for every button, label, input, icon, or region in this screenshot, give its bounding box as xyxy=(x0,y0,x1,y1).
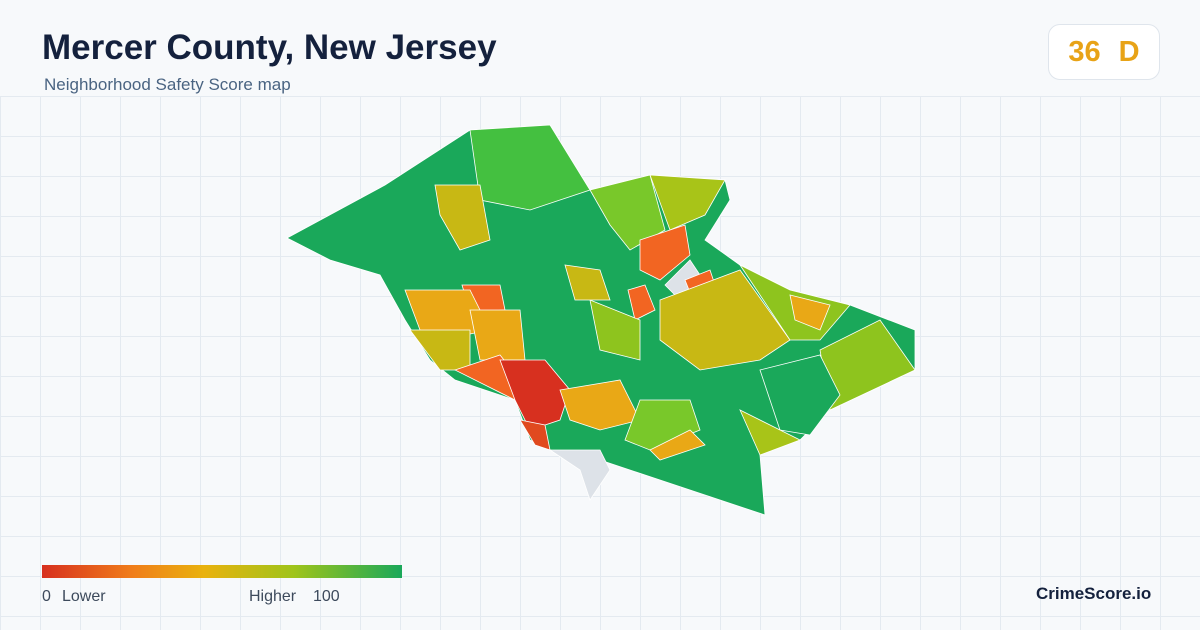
score-badge: 36 D xyxy=(1048,24,1160,80)
header xyxy=(0,0,1200,97)
score-grade: D xyxy=(1118,35,1140,68)
region xyxy=(469,309,526,361)
region xyxy=(639,224,691,281)
region xyxy=(739,409,801,456)
subtitle: Neighborhood Safety Score map xyxy=(44,75,291,94)
region xyxy=(789,294,831,331)
score-value: 36 xyxy=(1068,35,1101,68)
region xyxy=(499,359,571,431)
region xyxy=(409,329,471,371)
region xyxy=(649,429,706,461)
region xyxy=(659,269,791,371)
region xyxy=(564,264,611,301)
legend-min: 0 xyxy=(42,588,51,605)
legend-max: 100 xyxy=(313,588,340,605)
legend-min-label: Lower xyxy=(62,588,106,605)
title: Mercer County, New Jersey xyxy=(42,28,497,67)
region xyxy=(548,449,611,501)
legend-bar xyxy=(42,565,402,578)
region xyxy=(759,354,841,436)
legend-max-label: Higher xyxy=(249,588,297,605)
brand: CrimeScore.io xyxy=(1036,584,1152,603)
region xyxy=(649,174,726,231)
region xyxy=(559,379,641,431)
region xyxy=(434,184,491,251)
region xyxy=(627,284,656,321)
region xyxy=(589,299,641,361)
